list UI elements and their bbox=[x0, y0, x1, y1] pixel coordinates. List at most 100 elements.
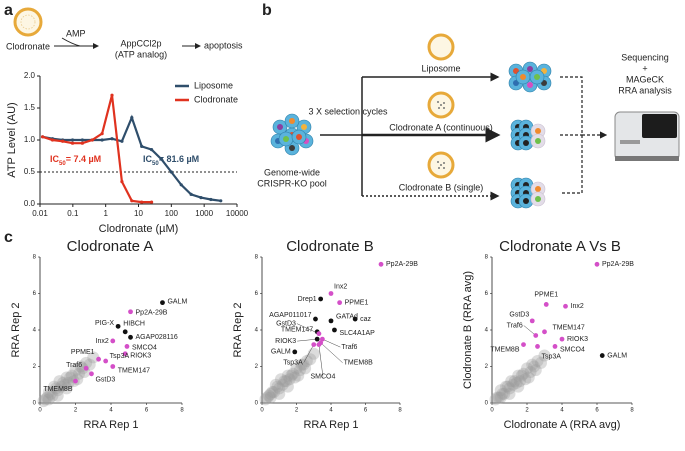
data-point bbox=[130, 116, 134, 120]
gene-label: Tsp3A bbox=[110, 353, 130, 360]
selected-cells bbox=[508, 61, 552, 209]
gene-point bbox=[124, 344, 130, 349]
outcome-text: apoptosis bbox=[204, 40, 243, 50]
background-point bbox=[264, 391, 277, 404]
gene-label: TMEM147 bbox=[281, 327, 313, 334]
connector bbox=[320, 77, 363, 196]
connector bbox=[560, 76, 583, 194]
background-point bbox=[508, 375, 521, 388]
gene-point bbox=[115, 323, 121, 329]
gene-label: RIOK3 bbox=[275, 338, 296, 345]
gene-point bbox=[542, 329, 547, 335]
y-tick-label: 6 bbox=[33, 291, 37, 297]
data-point bbox=[209, 197, 213, 202]
x-tick-label: 2 bbox=[295, 408, 299, 414]
background-point bbox=[48, 380, 61, 393]
sequencer-icon bbox=[614, 111, 680, 161]
analysis-text: MAGeCK bbox=[626, 74, 664, 84]
gene-point bbox=[128, 309, 133, 315]
y-tick-label: 2 bbox=[485, 364, 489, 370]
gene-point bbox=[559, 336, 565, 342]
gene-label: TMEM147 bbox=[553, 325, 585, 332]
background-point bbox=[514, 375, 526, 388]
data-point bbox=[189, 192, 193, 196]
x-axis-title: Clodronate A (RRA avg) bbox=[504, 419, 621, 431]
x-axis-title: Clodronate (µM) bbox=[99, 223, 179, 235]
background-point bbox=[496, 387, 509, 400]
y-tick-label: 1.0 bbox=[24, 135, 36, 144]
gene-label: Traf6 bbox=[341, 344, 357, 351]
background-point bbox=[489, 393, 502, 406]
x-axis-title: RRA Rep 1 bbox=[303, 419, 358, 431]
y-tick-label: 0.0 bbox=[24, 199, 36, 208]
background-point bbox=[510, 376, 523, 389]
y-tick-label: 2 bbox=[255, 364, 259, 370]
background-point bbox=[501, 380, 514, 393]
background-point bbox=[53, 375, 66, 388]
background-point bbox=[281, 369, 294, 382]
data-point bbox=[110, 93, 114, 97]
background-point bbox=[44, 387, 57, 400]
background-point bbox=[73, 367, 86, 380]
background-point bbox=[292, 369, 305, 382]
annotation-text: IC bbox=[143, 154, 153, 164]
data-point bbox=[169, 170, 173, 174]
background-point bbox=[285, 369, 298, 382]
x-tick-label: 8 bbox=[398, 408, 402, 414]
gene-label: GstD3 bbox=[276, 320, 296, 327]
gene-point bbox=[318, 296, 324, 302]
background-point bbox=[522, 371, 535, 384]
liposome bbox=[427, 33, 455, 61]
x-tick-label: 1 bbox=[103, 209, 108, 218]
data-point bbox=[120, 139, 124, 143]
background-point bbox=[531, 355, 544, 368]
panel-label: b bbox=[262, 2, 272, 19]
y-tick-label: 0.5 bbox=[24, 167, 36, 176]
pool-text: CRISPR-KO pool bbox=[257, 178, 327, 188]
background-point bbox=[69, 364, 82, 377]
background-point bbox=[49, 382, 62, 395]
background-point bbox=[39, 393, 52, 406]
background-point bbox=[538, 349, 551, 362]
data-point bbox=[70, 138, 75, 142]
background-point bbox=[491, 391, 504, 404]
background-point bbox=[507, 378, 519, 391]
gene-point bbox=[316, 331, 322, 337]
nucleus bbox=[523, 140, 529, 146]
analysis-text: Sequencing bbox=[621, 52, 669, 62]
drug-text: Clodronate bbox=[6, 41, 50, 51]
data-point bbox=[61, 139, 65, 143]
annotation-suffix: = 81.6 µM bbox=[159, 154, 199, 164]
background-point bbox=[60, 371, 73, 384]
background-point bbox=[493, 391, 505, 404]
chart-title: Clodronate A Vs B bbox=[499, 238, 621, 255]
gene-point bbox=[529, 318, 535, 324]
gene-point bbox=[96, 356, 101, 362]
gene-label: Traf6 bbox=[507, 322, 523, 329]
background-point bbox=[71, 373, 84, 386]
background-point bbox=[297, 358, 310, 371]
nucleus bbox=[535, 186, 541, 192]
cycles-text: 3 X selection cycles bbox=[308, 106, 388, 116]
x-tick-label: 4 bbox=[329, 408, 333, 414]
data-point bbox=[40, 135, 45, 139]
background-point bbox=[58, 378, 71, 391]
liposome-icons bbox=[427, 33, 455, 179]
gene-label: Pp2A-29B bbox=[602, 261, 634, 268]
gene-label: PPME1 bbox=[534, 291, 558, 298]
legend-label: Clodronate bbox=[194, 94, 238, 104]
background-point bbox=[55, 380, 68, 393]
series-line bbox=[42, 94, 152, 204]
background-point bbox=[259, 393, 272, 406]
gene-point bbox=[599, 353, 605, 358]
background-point bbox=[505, 375, 518, 388]
gene-label: TMEM147 bbox=[118, 367, 150, 374]
gene-point bbox=[316, 342, 322, 347]
leader-line bbox=[322, 338, 341, 348]
analysis-text: + bbox=[642, 63, 647, 73]
y-tick-label: 2.0 bbox=[24, 71, 36, 80]
gene-label: Tsp3A bbox=[542, 353, 562, 360]
y-tick-label: 8 bbox=[33, 255, 37, 261]
annotation-subscript: 50 bbox=[59, 161, 66, 167]
gene-point bbox=[313, 316, 318, 322]
